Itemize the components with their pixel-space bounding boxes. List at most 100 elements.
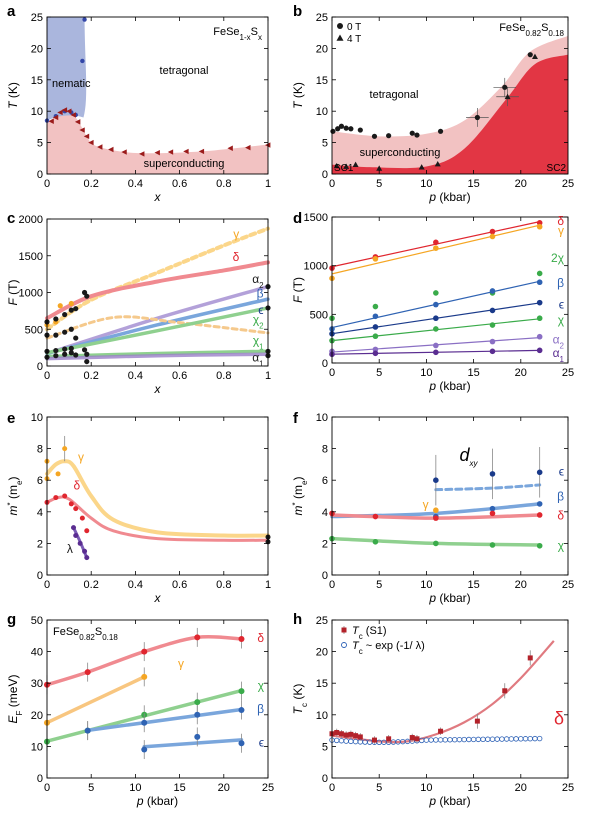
x-axis-label: p (kbar)	[428, 794, 470, 808]
model-circle	[338, 738, 345, 744]
series-label-delta: δ	[233, 250, 240, 264]
x-tick-label: 10	[420, 367, 432, 379]
y-tick-label: 10	[31, 741, 43, 753]
data-triangle	[167, 149, 174, 155]
label-part: ϵ	[559, 464, 564, 478]
y-axis-label-group: F (T)	[6, 279, 20, 305]
series-label-beta: β	[557, 490, 564, 504]
label-part: χ	[253, 312, 260, 326]
label-part: 1	[560, 355, 565, 364]
point-gamma	[433, 507, 439, 514]
x-tick-label: 25	[562, 367, 574, 379]
label-part: p	[428, 190, 436, 204]
label-part: (K)	[291, 82, 305, 101]
label-part: β	[557, 276, 564, 290]
series-label-chi: χ	[258, 679, 265, 693]
label-part: χ	[258, 679, 265, 693]
point-0T	[502, 84, 508, 90]
label-part: δ	[554, 708, 564, 728]
point-δ	[433, 239, 439, 246]
label-part: (K)	[291, 684, 305, 703]
point-0T	[386, 133, 392, 139]
label-part: 2χ	[551, 251, 565, 265]
measured-point	[62, 346, 68, 352]
model-circle	[456, 736, 463, 743]
measured-point	[73, 352, 79, 358]
model-circle	[475, 736, 482, 743]
series-label-chi: χ	[558, 313, 565, 327]
series-label-beta: β	[257, 287, 264, 301]
label-part: χ	[558, 539, 565, 553]
y-axis-label-group: T (K)	[6, 82, 20, 109]
x-tick-label: 0	[44, 579, 50, 591]
label-part: e	[15, 480, 24, 485]
label-part: ϵ	[259, 735, 264, 749]
x-tick-label: 1	[265, 370, 271, 382]
label-part: *	[6, 502, 15, 505]
tetragonal-label: tetragonal	[160, 65, 209, 77]
point-delta	[489, 510, 496, 517]
series-label-epsilon: ϵ	[258, 303, 263, 317]
data-triangle	[139, 151, 145, 157]
y-tick-label: 5	[322, 138, 328, 150]
y-tick-label: 4	[322, 507, 328, 519]
label-part: γ	[558, 224, 564, 238]
label-part: 1	[259, 359, 264, 368]
label-part: FeSe	[53, 626, 79, 638]
tc-square	[353, 733, 359, 739]
label-part: α	[553, 333, 560, 347]
series-label-alpha2: α2	[553, 333, 565, 351]
label-part: S	[541, 22, 548, 34]
y-tick-label: 2	[37, 538, 43, 550]
label-part: 0.18	[102, 633, 118, 642]
series-line-δ	[45, 260, 270, 321]
point-β	[536, 279, 543, 286]
tc-square	[343, 732, 349, 738]
material-label: FeSe0.82S0.18	[53, 626, 118, 642]
label-part: δ	[557, 509, 564, 523]
model-circle	[334, 737, 340, 744]
y-axis-label: Tc (K)	[291, 684, 309, 715]
point-0T	[335, 126, 341, 132]
point-ϵ	[141, 746, 148, 753]
x-tick-label: 0.2	[84, 579, 99, 591]
axes-frame	[46, 16, 269, 175]
y-tick-label: 0	[322, 773, 328, 785]
panel-g: 0 5 10 15 20 25 0 10 20 30 40 50 p (kbar) EF (meV) FeS…	[6, 615, 274, 808]
series-label-alpha2: α2	[252, 272, 264, 290]
y-axis-label-group: Tc (K)	[291, 684, 309, 715]
label-part: (kbar)	[144, 794, 179, 808]
point-beta	[536, 501, 543, 507]
label-part: FeSe	[499, 22, 525, 34]
x-tick-label: 1	[265, 579, 271, 591]
x-tick-label: 20	[515, 782, 527, 794]
y-tick-label: 1500	[304, 212, 328, 224]
series-label-chi: χ	[558, 539, 565, 553]
point-α1	[489, 348, 496, 355]
point-γ	[141, 673, 148, 680]
x-tick-label: 10	[420, 782, 432, 794]
panel-letter-c: c	[7, 210, 15, 227]
model-circle	[522, 736, 529, 742]
nematic-point	[80, 58, 85, 64]
series-label-delta: δ	[74, 479, 81, 493]
point-α2	[433, 342, 439, 349]
point-ϵ	[194, 733, 201, 740]
x-tick-label: 0	[329, 579, 335, 591]
point-0T	[343, 125, 349, 131]
series-label-alpha1: α1	[252, 351, 264, 369]
x-tick-label: 0.6	[172, 370, 187, 382]
point-alpha1	[82, 548, 88, 554]
x-tick-label: 0.8	[216, 178, 231, 190]
y-tick-label: 2	[322, 538, 328, 550]
label-part: m	[6, 505, 20, 515]
point-epsilon	[433, 477, 439, 484]
x-axis-label: x	[154, 382, 162, 396]
data-triangle	[70, 112, 76, 118]
label-part: F	[15, 710, 24, 715]
label-part: α	[553, 346, 560, 360]
data-triangle	[79, 127, 85, 133]
legend-label-0T: 0 T	[347, 22, 361, 33]
label-part: δ	[233, 250, 240, 264]
